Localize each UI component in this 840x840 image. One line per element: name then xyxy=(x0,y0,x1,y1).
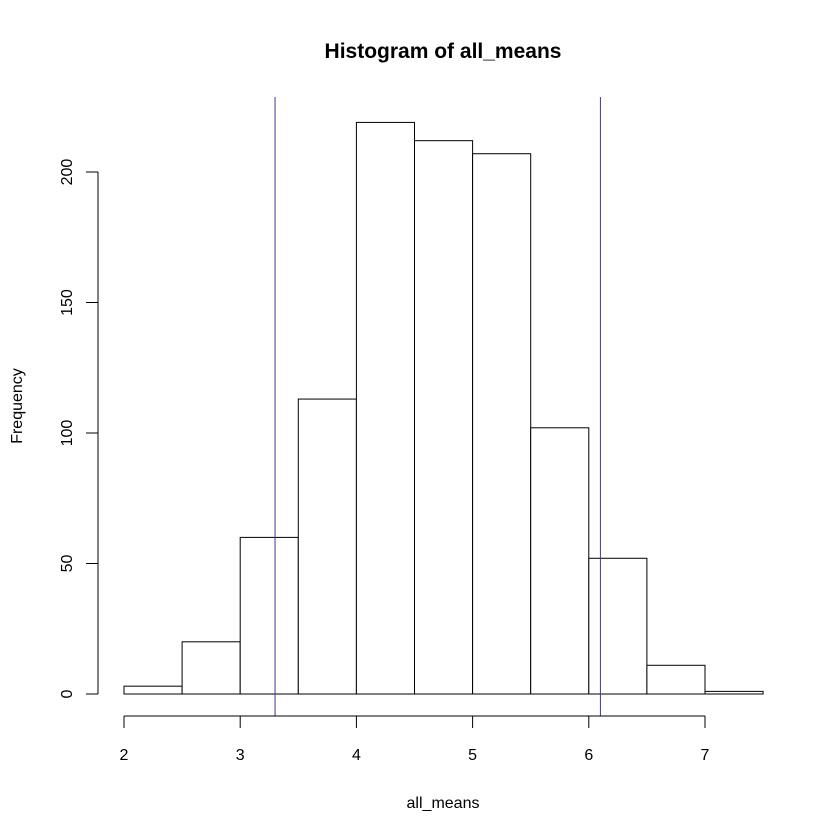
x-tick-label-1: 3 xyxy=(236,747,245,764)
bars-layer xyxy=(123,121,764,695)
x-tick-label-3: 5 xyxy=(468,747,477,764)
y-tick-label-3: 150 xyxy=(59,289,76,316)
x-tick-label-5: 7 xyxy=(701,747,710,764)
y-tick-label-2: 100 xyxy=(59,420,76,447)
x-axis: 2 3 4 5 6 7 xyxy=(120,715,710,764)
histogram-bar-1 xyxy=(181,641,241,695)
y-axis: 0 50 100 150 200 xyxy=(59,159,99,698)
reference-lines-layer xyxy=(274,97,601,716)
y-axis-label: Frequency xyxy=(9,368,26,444)
x-axis-label: all_means xyxy=(407,795,480,812)
y-tick-label-0: 0 xyxy=(59,689,76,698)
x-tick-label-4: 6 xyxy=(584,747,593,764)
histogram-bar-3 xyxy=(297,398,357,695)
chart-title: Histogram of all_means xyxy=(325,40,562,63)
y-tick-label-4: 200 xyxy=(59,159,76,186)
histogram-bar-4 xyxy=(355,121,415,695)
y-tick-label-1: 50 xyxy=(59,555,76,573)
histogram-bar-0 xyxy=(123,685,183,695)
histogram-bar-6 xyxy=(472,153,532,695)
x-tick-label-0: 2 xyxy=(120,747,129,764)
histogram-bar-2 xyxy=(239,536,299,695)
histogram-bar-5 xyxy=(414,140,474,695)
x-tick-label-2: 4 xyxy=(352,747,361,764)
histogram-bar-8 xyxy=(588,557,648,695)
histogram-bar-10 xyxy=(704,690,764,695)
histogram-bar-7 xyxy=(530,427,590,695)
histogram-bar-9 xyxy=(646,664,706,695)
